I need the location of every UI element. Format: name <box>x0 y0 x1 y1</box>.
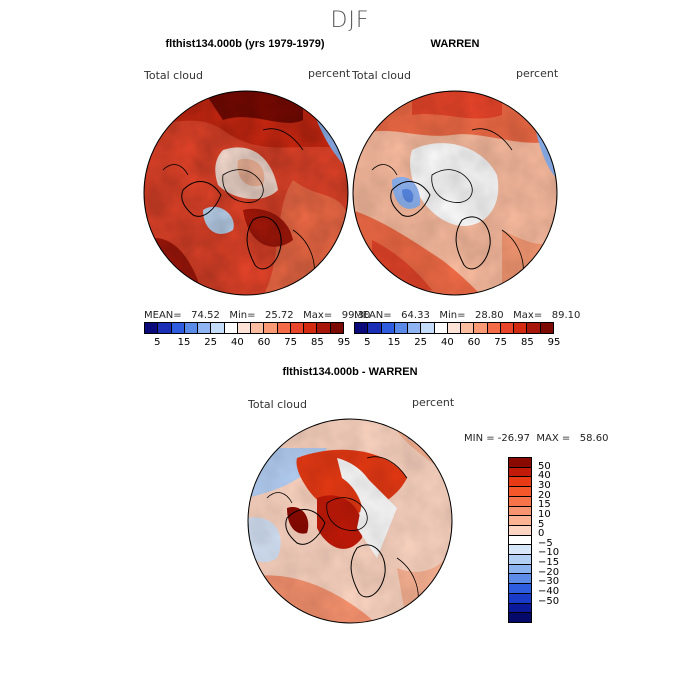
diff-colorbar-swatch <box>509 564 531 575</box>
diff-colorbar-swatch <box>509 487 531 497</box>
right-colorbar-tick: 25 <box>414 337 428 348</box>
right-units-label: percent <box>516 67 559 80</box>
left-stats: MEAN= 74.52 Min= 25.72 Max= 99.30 <box>144 310 371 321</box>
right-colorbar: 5 15 25 40 60 75 85 95 <box>354 322 560 348</box>
diff-colorbar-tick: 15 <box>538 499 551 511</box>
right-polar-map <box>352 90 558 296</box>
diff-units-label: percent <box>412 396 455 409</box>
diff-colorbar-swatch <box>509 525 531 536</box>
left-colorbar-swatch <box>264 323 278 333</box>
right-colorbar-tick: 85 <box>520 337 534 348</box>
diff-colorbar-tick: −50 <box>538 595 560 607</box>
right-colorbar-swatch <box>408 323 422 333</box>
right-colorbar-tick: 40 <box>440 337 454 348</box>
diff-colorbar-tick: −20 <box>538 566 560 578</box>
diff-colorbar-swatch <box>509 458 531 468</box>
diff-colorbar-tick: −40 <box>538 586 560 598</box>
left-colorbar-swatch <box>317 323 331 333</box>
diff-colorbar-tick: 0 <box>538 528 545 540</box>
diff-variable-label: Total cloud <box>248 398 307 411</box>
right-colorbar-tick: 75 <box>494 337 508 348</box>
right-colorbar-swatch <box>540 323 553 333</box>
diff-colorbar-tick: −10 <box>538 547 560 559</box>
right-colorbar-swatch <box>421 323 435 333</box>
right-colorbar-swatch <box>527 323 541 333</box>
left-colorbar-tick: 60 <box>257 337 271 348</box>
left-colorbar: 5 15 25 40 60 75 85 95 <box>144 322 350 348</box>
diff-colorbar <box>508 457 532 623</box>
diff-colorbar-swatch <box>509 584 531 594</box>
right-colorbar-swatch <box>461 323 475 333</box>
left-colorbar-swatch <box>145 323 159 333</box>
figure-title: DJF <box>330 8 370 33</box>
diff-colorbar-tick: 5 <box>538 518 545 530</box>
diff-colorbar-tick: 10 <box>538 508 551 520</box>
left-panel-title: flthist134.000b (yrs 1979-1979) <box>165 38 325 50</box>
right-colorbar-swatch <box>487 323 501 333</box>
left-colorbar-swatch <box>277 323 291 333</box>
diff-colorbar-swatch <box>509 467 531 478</box>
right-stats: MEAN= 64.33 Min= 28.80 Max= 89.10 <box>354 310 581 321</box>
diff-colorbar-swatch <box>509 506 531 517</box>
left-colorbar-swatch <box>211 323 225 333</box>
diff-colorbar-tick: 20 <box>538 489 551 501</box>
right-colorbar-swatch <box>434 323 448 333</box>
right-variable-label: Total cloud <box>352 69 411 82</box>
diff-colorbar-swatch <box>509 574 531 585</box>
diff-colorbar-swatch <box>509 545 531 556</box>
right-colorbar-tick: 5 <box>364 337 371 348</box>
right-panel-title: WARREN <box>430 38 480 50</box>
right-colorbar-swatch <box>474 323 488 333</box>
left-colorbar-swatch <box>184 323 199 333</box>
right-colorbar-swatch <box>381 323 395 333</box>
left-colorbar-swatch <box>237 323 252 333</box>
diff-colorbar-swatch <box>509 516 531 526</box>
right-colorbar-tick: 15 <box>387 337 401 348</box>
left-colorbar-swatch <box>171 323 185 333</box>
left-colorbar-swatch <box>224 323 238 333</box>
left-colorbar-tick: 15 <box>177 337 191 348</box>
right-colorbar-swatch <box>447 323 462 333</box>
left-units-label: percent <box>308 67 351 80</box>
diff-colorbar-swatch <box>509 496 531 507</box>
left-colorbar-swatch <box>251 323 265 333</box>
left-variable-label: Total cloud <box>144 69 203 82</box>
left-colorbar-swatch <box>198 323 212 333</box>
diff-colorbar-tick: −30 <box>538 576 560 588</box>
diff-colorbar-swatch <box>509 593 531 604</box>
diff-colorbar-tick: −15 <box>538 557 560 569</box>
left-colorbar-swatch <box>158 323 172 333</box>
diff-colorbar-swatch <box>509 535 531 546</box>
diff-panel-title: flthist134.000b - WARREN <box>282 366 418 378</box>
diff-minmax: MIN = -26.97 MAX = 58.60 <box>464 433 609 444</box>
right-colorbar-swatch <box>394 323 409 333</box>
left-colorbar-swatch <box>330 323 343 333</box>
left-colorbar-swatch <box>304 323 318 333</box>
left-colorbar-tick: 75 <box>284 337 298 348</box>
diff-colorbar-tick: 50 <box>538 460 551 472</box>
left-colorbar-tick: 5 <box>154 337 161 348</box>
diff-colorbar-swatch <box>509 477 531 488</box>
right-colorbar-swatch <box>355 323 369 333</box>
diff-colorbar-tick: 40 <box>538 470 551 482</box>
diff-polar-map <box>247 418 453 624</box>
right-colorbar-swatch <box>368 323 382 333</box>
diff-colorbar-swatch <box>509 613 531 622</box>
left-colorbar-tick: 40 <box>230 337 244 348</box>
left-colorbar-tick: 85 <box>310 337 324 348</box>
diff-colorbar-tick: −5 <box>538 537 553 549</box>
right-colorbar-swatch <box>514 323 528 333</box>
diff-colorbar-swatch <box>509 603 531 614</box>
right-colorbar-swatch <box>500 323 515 333</box>
left-colorbar-tick: 25 <box>204 337 218 348</box>
left-colorbar-tick: 95 <box>337 337 351 348</box>
diff-colorbar-swatch <box>509 555 531 565</box>
right-colorbar-tick: 95 <box>547 337 561 348</box>
left-polar-map <box>143 90 349 296</box>
right-colorbar-tick: 60 <box>467 337 481 348</box>
left-colorbar-swatch <box>290 323 305 333</box>
diff-colorbar-tick: 30 <box>538 479 551 491</box>
